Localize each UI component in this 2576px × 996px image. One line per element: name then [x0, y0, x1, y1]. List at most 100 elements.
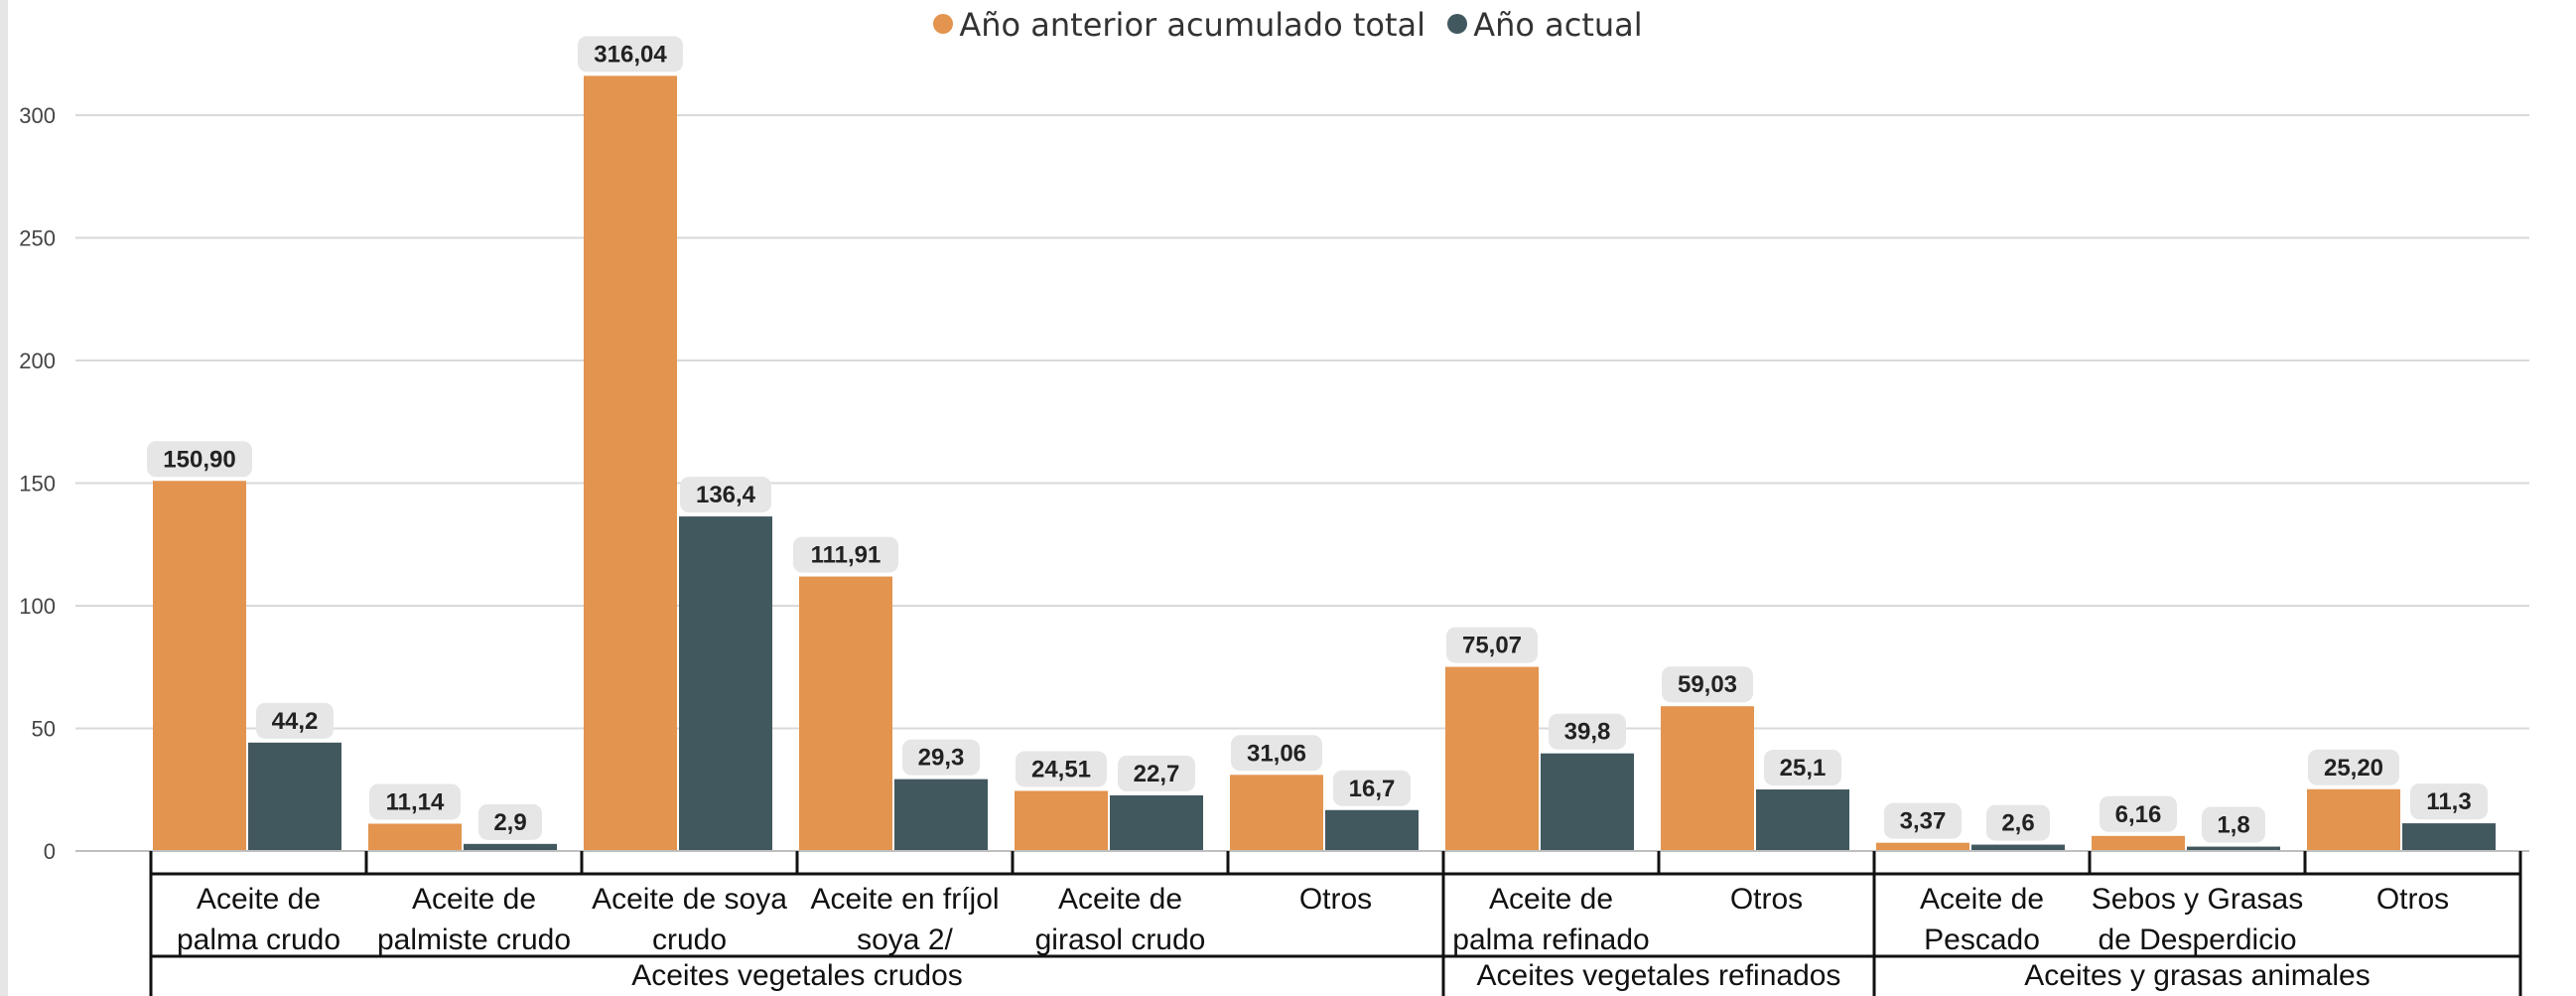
bar-current-year[interactable]: [1110, 794, 1203, 851]
data-label-pill: [1016, 751, 1107, 787]
group-label: Aceites vegetales refinados: [1477, 959, 1841, 992]
data-label-pill: [793, 536, 898, 573]
data-label-pill: [369, 783, 461, 820]
bar-previous-year[interactable]: [1015, 790, 1108, 851]
data-label: 24,51: [1031, 756, 1091, 783]
data-label-pill: [1231, 735, 1322, 772]
bar-previous-year[interactable]: [1876, 842, 1969, 851]
group-label: Aceites y grasas animales: [2024, 959, 2371, 992]
bar-previous-year[interactable]: [799, 576, 892, 851]
y-tick-label: 50: [32, 717, 56, 742]
data-label-pill: [478, 803, 542, 840]
bar-current-year[interactable]: [1756, 789, 1849, 851]
data-label: 11,14: [386, 788, 445, 815]
bar-current-year[interactable]: [1541, 753, 1634, 851]
bar-current-year[interactable]: [248, 742, 341, 851]
y-tick-label: 300: [19, 103, 56, 128]
category-label: palmiste crudo: [377, 924, 571, 956]
bar-current-year[interactable]: [679, 516, 772, 851]
bar-previous-year[interactable]: [153, 481, 246, 851]
legend-marker-current-year: [1447, 14, 1468, 34]
category-label: de Desperdicio: [2098, 924, 2296, 956]
data-label: 150,90: [163, 446, 235, 473]
data-label: 111,91: [811, 542, 881, 569]
category-label: Aceite de: [1058, 883, 1182, 916]
bar-current-year[interactable]: [464, 843, 557, 851]
data-label: 39,8: [1564, 719, 1611, 746]
bar-previous-year[interactable]: [1445, 666, 1539, 851]
data-label-pill: [147, 441, 252, 478]
bar-previous-year[interactable]: [584, 75, 677, 851]
bar-previous-year[interactable]: [1661, 706, 1754, 851]
bar-current-year[interactable]: [1325, 809, 1419, 851]
data-label-pill: [2308, 749, 2399, 785]
data-label-pill: [1662, 666, 1753, 703]
data-label-pill: [2202, 806, 2265, 843]
bar-previous-year[interactable]: [1230, 775, 1323, 851]
legend-item-previous-year[interactable]: Año anterior acumulado total: [933, 6, 1425, 44]
category-label: Otros: [2376, 883, 2449, 916]
data-label-pill: [2100, 795, 2177, 832]
legend-label-previous-year: Año anterior acumulado total: [959, 6, 1426, 44]
data-label: 11,3: [2426, 788, 2471, 815]
category-label: Aceite de: [1920, 883, 2044, 916]
category-label: Aceite de: [412, 883, 536, 916]
bar-current-year[interactable]: [894, 779, 988, 851]
data-label-pill: [2410, 783, 2488, 820]
y-tick-label: 150: [19, 472, 56, 497]
data-label-pill: [1986, 804, 2050, 841]
data-label-pill: [1549, 713, 1626, 750]
data-label: 6,16: [2115, 801, 2162, 828]
data-label: 2,6: [2001, 810, 2034, 837]
bar-previous-year[interactable]: [2092, 835, 2185, 851]
data-label-pill: [1884, 802, 1962, 839]
category-label: Aceite en fríjol: [810, 883, 999, 916]
data-label: 316,04: [594, 41, 667, 68]
data-label-pill: [1118, 755, 1195, 791]
group-label: Aceites vegetales crudos: [631, 959, 963, 992]
data-label: 16,7: [1349, 776, 1396, 802]
chart-legend: Año anterior acumulado total Año actual: [0, 6, 2576, 44]
data-label: 25,1: [1780, 755, 1827, 782]
category-label: soya 2/: [857, 924, 953, 956]
y-tick-label: 100: [19, 594, 56, 619]
data-label: 25,20: [2324, 755, 2383, 782]
data-label-pill: [1446, 627, 1538, 663]
bar-previous-year[interactable]: [2307, 788, 2400, 851]
legend-item-current-year[interactable]: Año actual: [1447, 6, 1643, 44]
data-label: 44,2: [272, 708, 319, 735]
data-label-pill: [1333, 770, 1411, 806]
data-label-pill: [1764, 750, 1841, 786]
bar-current-year[interactable]: [2402, 823, 2496, 851]
category-label: Aceite de soya: [592, 883, 787, 916]
category-label: Aceite de: [197, 883, 321, 916]
category-label: palma crudo: [177, 924, 340, 956]
category-label: palma refinado: [1452, 924, 1649, 956]
data-label: 136,4: [696, 482, 756, 508]
y-tick-label: 250: [19, 226, 56, 251]
data-label: 59,03: [1678, 671, 1737, 698]
legend-marker-previous-year: [933, 14, 954, 34]
window-edge: [0, 0, 8, 996]
y-tick-label: 0: [44, 839, 56, 864]
category-label: Aceite de: [1489, 883, 1613, 916]
legend-label-current-year: Año actual: [1473, 6, 1643, 44]
category-label: girasol crudo: [1035, 924, 1206, 956]
category-label: Pescado: [1924, 924, 2040, 956]
bar-current-year[interactable]: [1971, 844, 2065, 851]
category-label: Otros: [1299, 883, 1372, 916]
data-label-pill: [578, 36, 683, 72]
data-label-pill: [902, 739, 980, 776]
data-label: 1,8: [2217, 812, 2249, 839]
category-label: crudo: [652, 924, 727, 956]
data-label: 22,7: [1134, 761, 1180, 787]
data-label-pill: [680, 477, 771, 513]
data-label: 29,3: [918, 745, 965, 772]
y-tick-label: 200: [19, 349, 56, 373]
bar-previous-year[interactable]: [368, 823, 462, 851]
bar-current-year[interactable]: [2187, 846, 2280, 851]
category-label: Sebos y Grasas: [2092, 883, 2303, 916]
data-label: 31,06: [1247, 740, 1306, 767]
data-label: 75,07: [1462, 633, 1522, 659]
